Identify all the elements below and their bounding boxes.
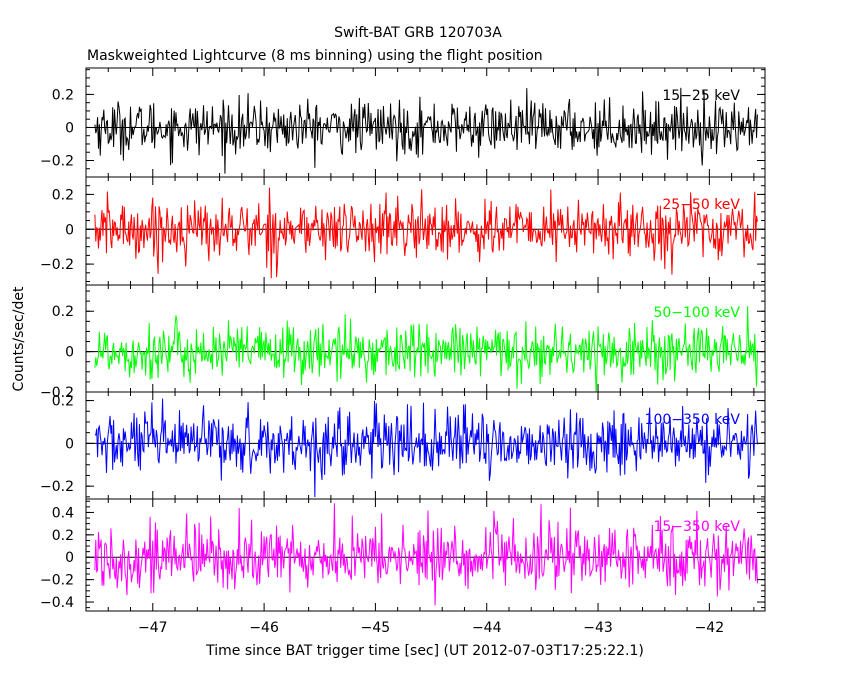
series-15-350-kev bbox=[94, 503, 758, 606]
y-tick-label: 0.2 bbox=[52, 87, 74, 103]
series-50-100-kev bbox=[94, 305, 758, 392]
y-tick-label: 0 bbox=[65, 436, 74, 452]
y-tick-label: −0.2 bbox=[40, 257, 74, 273]
x-tick-label: −44 bbox=[472, 620, 502, 636]
y-tick-label: −0.2 bbox=[40, 153, 74, 169]
y-tick-label: 0.2 bbox=[52, 528, 74, 544]
panel-50-100-kev: −0.2 0 0.2 50−100 keV bbox=[40, 284, 766, 401]
series-100-350-kev bbox=[94, 398, 758, 498]
x-axis: −47 −46 −45 −44 −43 −42 bbox=[138, 620, 724, 636]
y-tick-label: 0.2 bbox=[52, 304, 74, 320]
x-axis-label: Time since BAT trigger time [sec] (UT 20… bbox=[205, 643, 644, 659]
x-tick-label: −45 bbox=[361, 620, 391, 636]
x-tick-label: −47 bbox=[138, 620, 168, 636]
y-tick-label: 0 bbox=[65, 550, 74, 566]
x-tick-label: −43 bbox=[583, 620, 613, 636]
figure-subtitle: Maskweighted Lightcurve (8 ms binning) u… bbox=[87, 48, 543, 64]
y-tick-label: 0 bbox=[65, 345, 74, 361]
panel-100-350-kev: −0.2 0 0.2 100−350 keV bbox=[40, 391, 766, 500]
band-label: 15−25 keV bbox=[662, 88, 740, 104]
band-label: 50−100 keV bbox=[653, 305, 740, 321]
y-tick-label: −0.2 bbox=[40, 479, 74, 495]
figure-title: Swift-BAT GRB 120703A bbox=[334, 25, 502, 41]
panel-15-350-kev: −0.4 −0.2 0 0.2 0.4 15−350 keV bbox=[40, 498, 766, 612]
y-axis-label: Counts/sec/det bbox=[11, 286, 27, 391]
panel-frame bbox=[85, 498, 766, 612]
y-tick-label: −0.4 bbox=[40, 595, 74, 611]
y-tick-label: −0.2 bbox=[40, 573, 74, 589]
panel-15-25-kev: −0.2 0 0.2 15−25 keV bbox=[40, 67, 766, 178]
y-tick-label: 0.2 bbox=[52, 187, 74, 203]
band-label: 100−350 keV bbox=[645, 412, 741, 428]
series-15-25-kev bbox=[94, 87, 758, 174]
panels-group: −0.2 0 0.2 15−25 keV −0.2 0 0.2 25−50 keV −0.2 0 0… bbox=[40, 67, 766, 612]
y-tick-label: 0 bbox=[65, 120, 74, 136]
x-tick-label: −46 bbox=[249, 620, 279, 636]
x-tick-label: −42 bbox=[695, 620, 725, 636]
y-tick-label: 0.4 bbox=[52, 505, 74, 521]
series-25-50-kev bbox=[94, 187, 758, 279]
band-label: 15−350 keV bbox=[653, 519, 740, 535]
y-tick-label: 0 bbox=[65, 222, 74, 238]
panel-25-50-kev: −0.2 0 0.2 25−50 keV bbox=[40, 176, 766, 286]
band-label: 25−50 keV bbox=[662, 197, 740, 213]
y-tick-label: 0.2 bbox=[52, 394, 74, 410]
y-tick-label: −0.2 bbox=[40, 385, 74, 401]
